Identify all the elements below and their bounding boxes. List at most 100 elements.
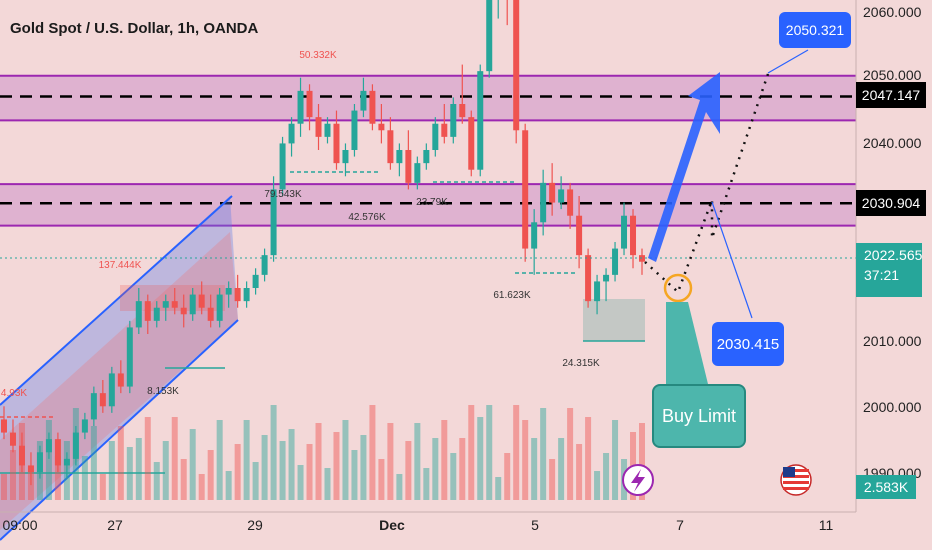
candle-body[interactable]: [612, 248, 619, 275]
candle-body[interactable]: [90, 393, 97, 420]
price-tag-lower-mid[interactable]: 2030.904: [856, 190, 926, 216]
candle-body[interactable]: [234, 288, 241, 302]
candle-body[interactable]: [423, 150, 430, 164]
candle-body[interactable]: [81, 419, 88, 433]
candle-body[interactable]: [108, 373, 115, 407]
candle-body[interactable]: [126, 327, 133, 387]
candle-body[interactable]: [540, 182, 547, 223]
candle-body[interactable]: [36, 452, 43, 472]
last-price-tag[interactable]: 2022.565 37:21: [856, 243, 922, 297]
volume-bar: [306, 444, 313, 500]
volume-bar: [45, 420, 52, 500]
bullish-projection-arrow[interactable]: [648, 72, 720, 262]
volume-bar: [504, 453, 511, 500]
candle-body[interactable]: [333, 123, 340, 164]
us-flag-icon[interactable]: [780, 464, 812, 496]
candle-body[interactable]: [180, 307, 187, 315]
candle-body[interactable]: [387, 130, 394, 164]
candle-body[interactable]: [117, 373, 124, 387]
candlestick-series[interactable]: [1, 0, 645, 486]
mid-callout[interactable]: 2030.415: [712, 322, 784, 366]
candle-body[interactable]: [54, 439, 61, 466]
candle-body[interactable]: [306, 90, 313, 118]
candle-body[interactable]: [432, 123, 439, 150]
candle-body[interactable]: [369, 90, 376, 124]
candle-body[interactable]: [18, 445, 25, 466]
mid-callout-leader: [711, 201, 753, 319]
candle-body[interactable]: [270, 189, 277, 256]
candle-body[interactable]: [207, 307, 214, 321]
candle-body[interactable]: [396, 150, 403, 164]
candle-body[interactable]: [477, 71, 484, 170]
candle-body[interactable]: [279, 143, 286, 190]
candle-body[interactable]: [531, 222, 538, 249]
candle-body[interactable]: [351, 110, 358, 150]
candle-body[interactable]: [144, 301, 151, 321]
candle-body[interactable]: [558, 189, 565, 203]
volume-bar: [333, 432, 340, 500]
candle-body[interactable]: [405, 150, 412, 183]
candle-body[interactable]: [189, 294, 196, 315]
candle-body[interactable]: [441, 123, 448, 137]
candle-body[interactable]: [549, 182, 556, 203]
time-tick-label: 11: [819, 517, 834, 533]
volume-bar: [54, 456, 61, 500]
candle-body[interactable]: [63, 458, 70, 466]
candle-body[interactable]: [171, 301, 178, 308]
candle-body[interactable]: [27, 465, 34, 472]
candle-body[interactable]: [243, 288, 250, 302]
candle-body[interactable]: [45, 439, 52, 453]
candle-body[interactable]: [639, 255, 645, 262]
lightning-icon[interactable]: [622, 464, 654, 496]
target-callout[interactable]: 2050.321: [779, 12, 851, 48]
candle-body[interactable]: [261, 255, 268, 275]
candle-body[interactable]: [153, 307, 160, 321]
candle-body[interactable]: [522, 130, 529, 249]
candle-body[interactable]: [225, 288, 232, 295]
candle-body[interactable]: [459, 104, 466, 118]
candle-body[interactable]: [252, 274, 259, 288]
candle-body[interactable]: [621, 215, 628, 249]
time-tick-label: 5: [531, 517, 539, 533]
candle-body[interactable]: [72, 432, 79, 459]
lower-resistance-zone[interactable]: [0, 183, 856, 227]
time-tick-label: 29: [247, 517, 263, 533]
candle-body[interactable]: [378, 123, 385, 131]
projection-drawings[interactable]: [644, 49, 809, 384]
candle-body[interactable]: [324, 123, 331, 137]
candle-body[interactable]: [9, 432, 16, 446]
candle-body[interactable]: [468, 117, 475, 170]
candle-body[interactable]: [342, 150, 349, 164]
candle-body[interactable]: [513, 0, 520, 131]
candle-body[interactable]: [315, 117, 322, 137]
candle-body[interactable]: [99, 393, 106, 407]
time-axis[interactable]: 09:00 27 29 Dec 5 7 11: [2, 517, 833, 533]
candle-body[interactable]: [630, 215, 637, 256]
candle-body[interactable]: [1, 419, 7, 433]
candle-body[interactable]: [198, 294, 205, 308]
candle-body[interactable]: [297, 90, 304, 124]
candle-body[interactable]: [567, 189, 574, 216]
buy-limit-callout[interactable]: Buy Limit: [652, 384, 746, 448]
channel-lower-line[interactable]: [0, 319, 239, 541]
candle-body[interactable]: [486, 0, 493, 72]
volume-bar: [117, 426, 124, 500]
candle-body[interactable]: [288, 123, 295, 144]
volume-tag[interactable]: 2.583K: [856, 475, 916, 499]
candle-body[interactable]: [594, 281, 601, 302]
candle-body[interactable]: [450, 104, 457, 137]
price-tag-upper-mid[interactable]: 2047.147: [856, 82, 926, 108]
upper-resistance-zone[interactable]: [0, 74, 856, 122]
candle-body[interactable]: [216, 294, 223, 321]
channel-upper-line[interactable]: [0, 195, 233, 406]
candle-body[interactable]: [603, 274, 610, 282]
buy-limit-ring[interactable]: [663, 273, 693, 303]
candle-body[interactable]: [135, 301, 142, 328]
candle-body[interactable]: [585, 255, 592, 302]
candle-body[interactable]: [576, 215, 583, 256]
last-price-text: 2022.565: [864, 247, 923, 263]
candle-body[interactable]: [360, 90, 367, 111]
candle-body[interactable]: [414, 163, 421, 183]
candle-body[interactable]: [162, 301, 169, 308]
